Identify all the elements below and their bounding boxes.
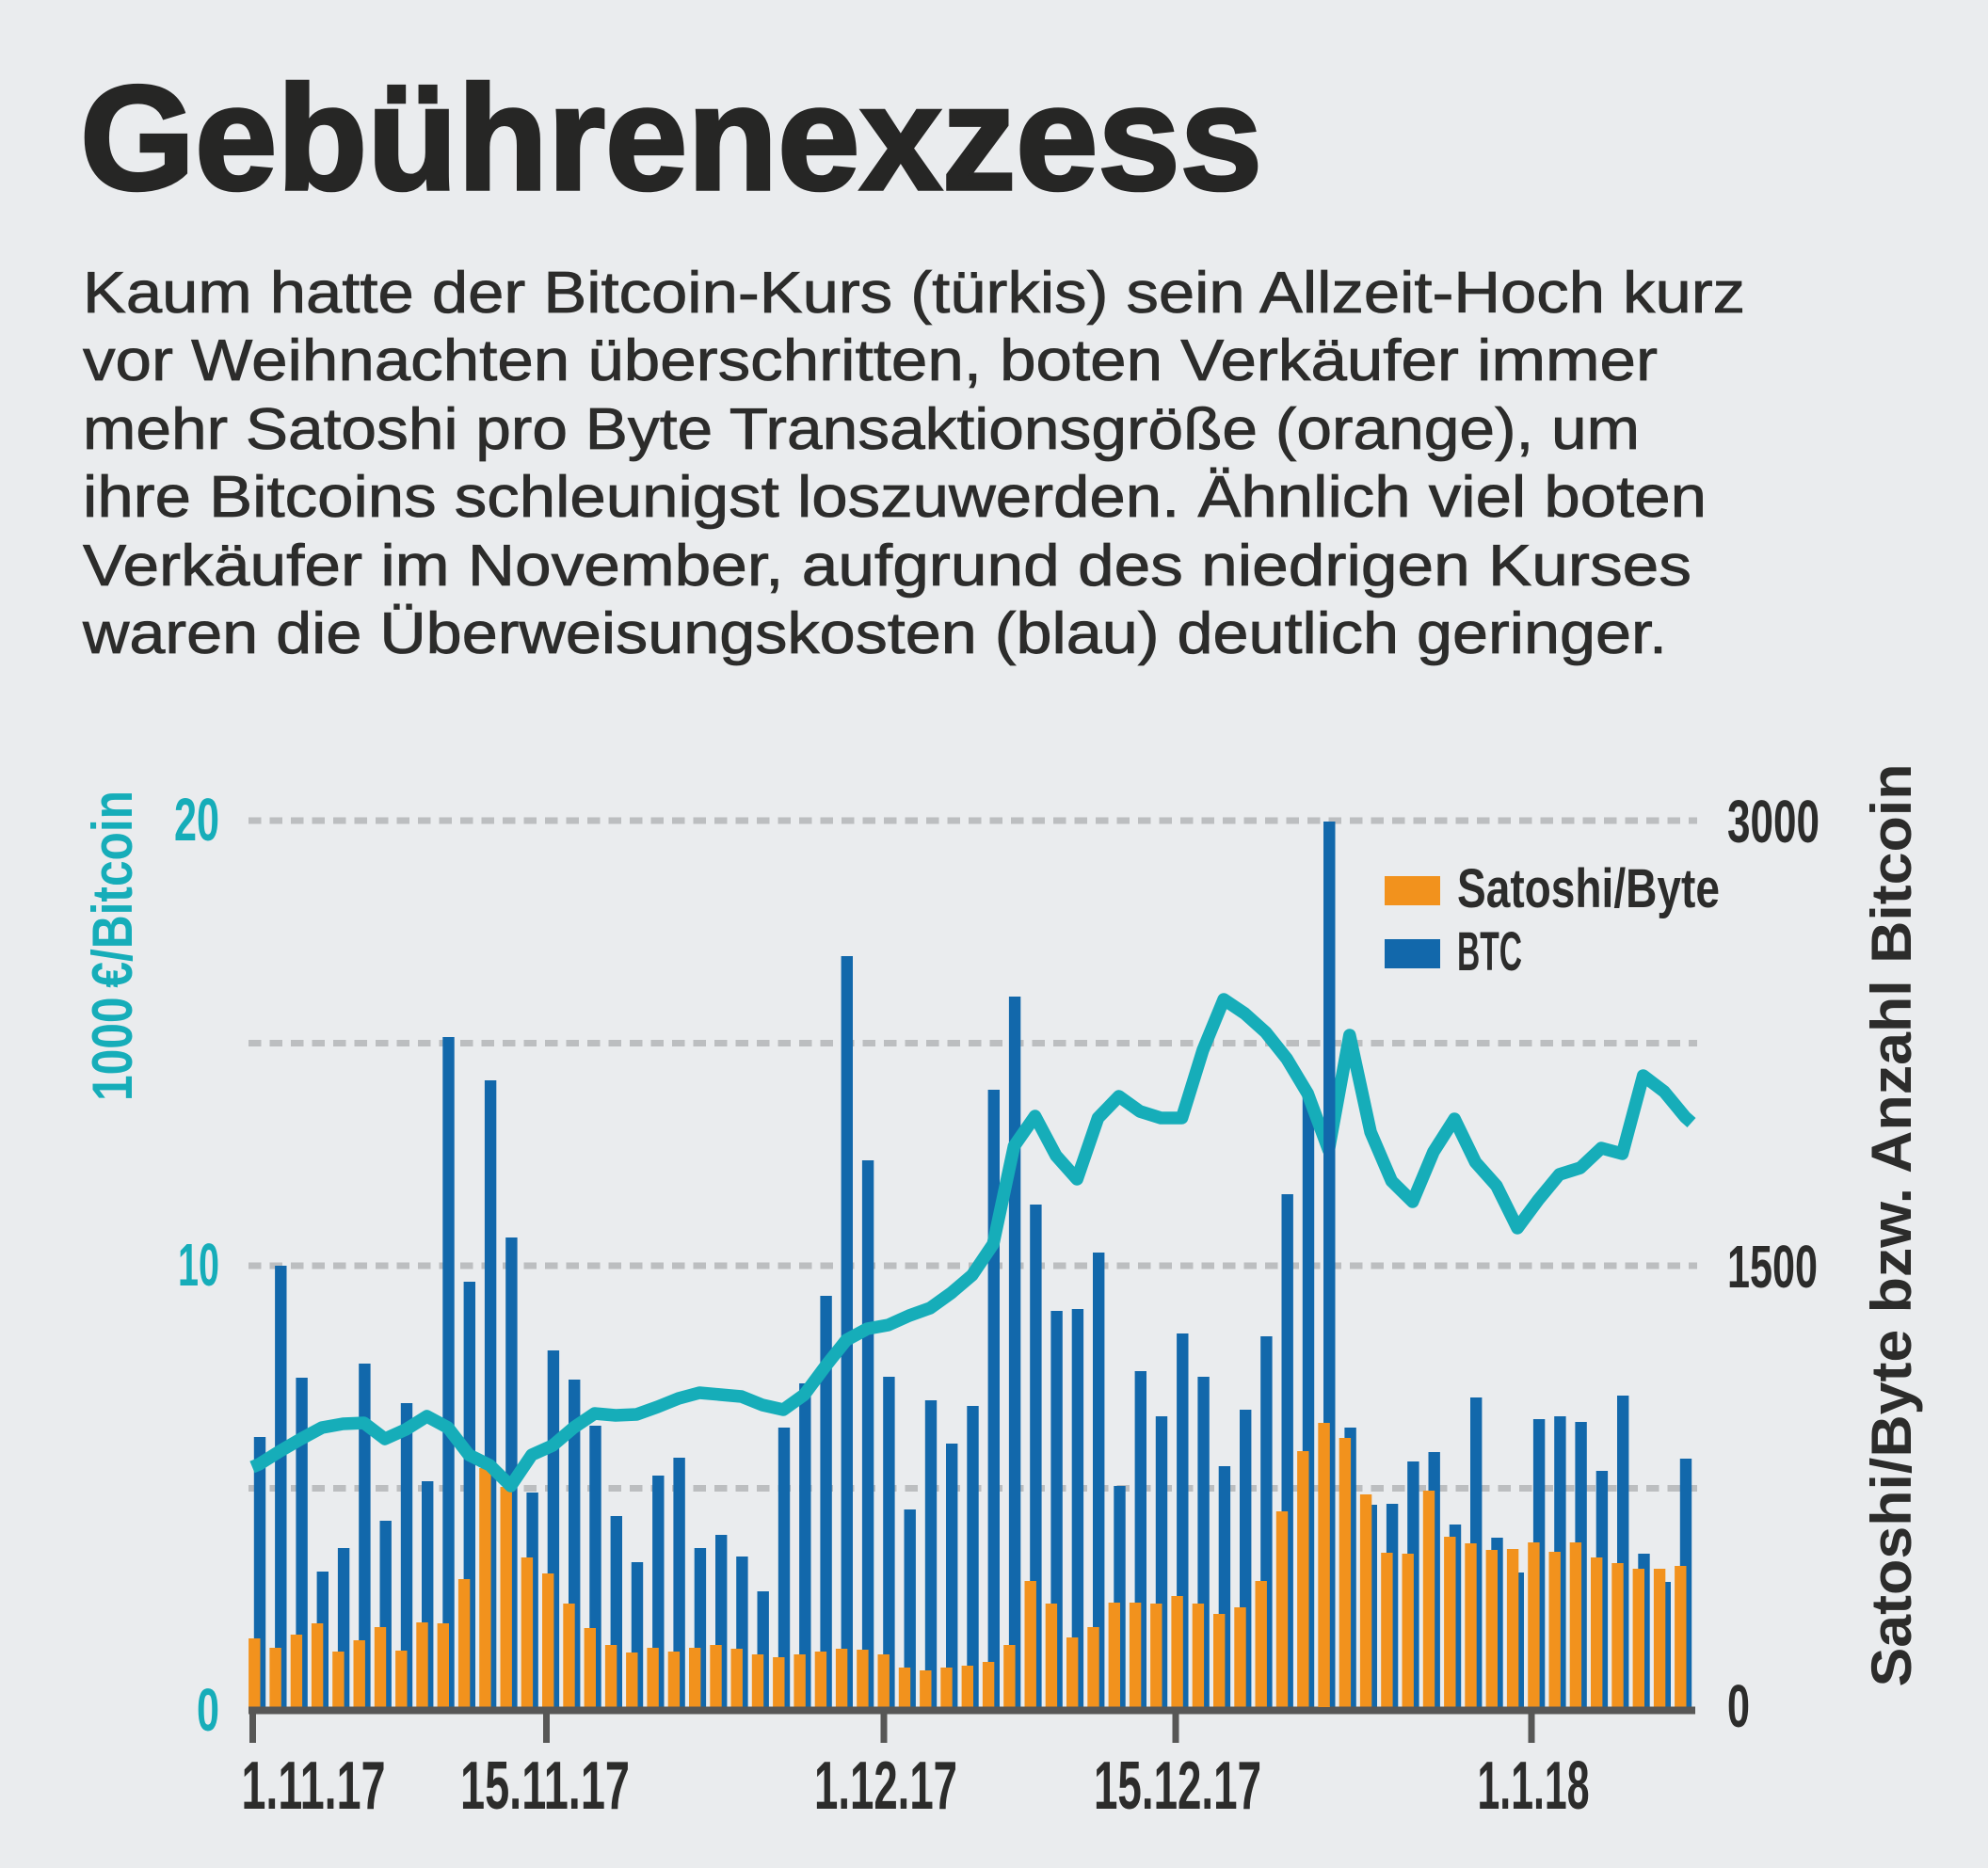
svg-text:15.12.17: 15.12.17 xyxy=(1094,1748,1261,1824)
svg-text:vor Weihnachten überschritten,: vor Weihnachten überschritten, boten Ver… xyxy=(83,328,1658,393)
svg-text:Verkäufer im November, aufgrun: Verkäufer im November, aufgrund des nied… xyxy=(83,534,1691,599)
svg-text:waren die Überweisungskosten (: waren die Überweisungskosten (blau) deut… xyxy=(82,601,1667,666)
svg-text:3000: 3000 xyxy=(1727,788,1820,855)
svg-text:mehr Satoshi pro Byte Transakt: mehr Satoshi pro Byte Transaktionsgröße … xyxy=(83,397,1640,462)
svg-text:10: 10 xyxy=(178,1231,219,1299)
svg-text:Gebührenexzess: Gebührenexzess xyxy=(80,56,1262,221)
svg-text:Satoshi/Byte: Satoshi/Byte xyxy=(1457,858,1720,919)
svg-text:15.11.17: 15.11.17 xyxy=(460,1748,630,1824)
svg-text:1500: 1500 xyxy=(1727,1233,1818,1301)
svg-text:1.1.18: 1.1.18 xyxy=(1478,1748,1590,1824)
svg-text:0: 0 xyxy=(1727,1672,1750,1740)
svg-text:0: 0 xyxy=(197,1676,219,1744)
svg-text:Satoshi/Byte bzw. Anzahl Bitco: Satoshi/Byte bzw. Anzahl Bitcoin xyxy=(1860,764,1923,1687)
svg-text:Kaum hatte der Bitcoin-Kurs (t: Kaum hatte der Bitcoin-Kurs (türkis) sei… xyxy=(83,261,1745,326)
svg-text:1000 €/Bitcoin: 1000 €/Bitcoin xyxy=(81,790,144,1101)
svg-text:20: 20 xyxy=(174,786,219,854)
svg-text:BTC: BTC xyxy=(1457,921,1522,982)
svg-text:ihre Bitcoins schleunigst losz: ihre Bitcoins schleunigst loszuwerden. Ä… xyxy=(83,465,1707,530)
svg-text:1.11.17: 1.11.17 xyxy=(242,1748,386,1824)
svg-text:1.12.17: 1.12.17 xyxy=(814,1748,957,1824)
